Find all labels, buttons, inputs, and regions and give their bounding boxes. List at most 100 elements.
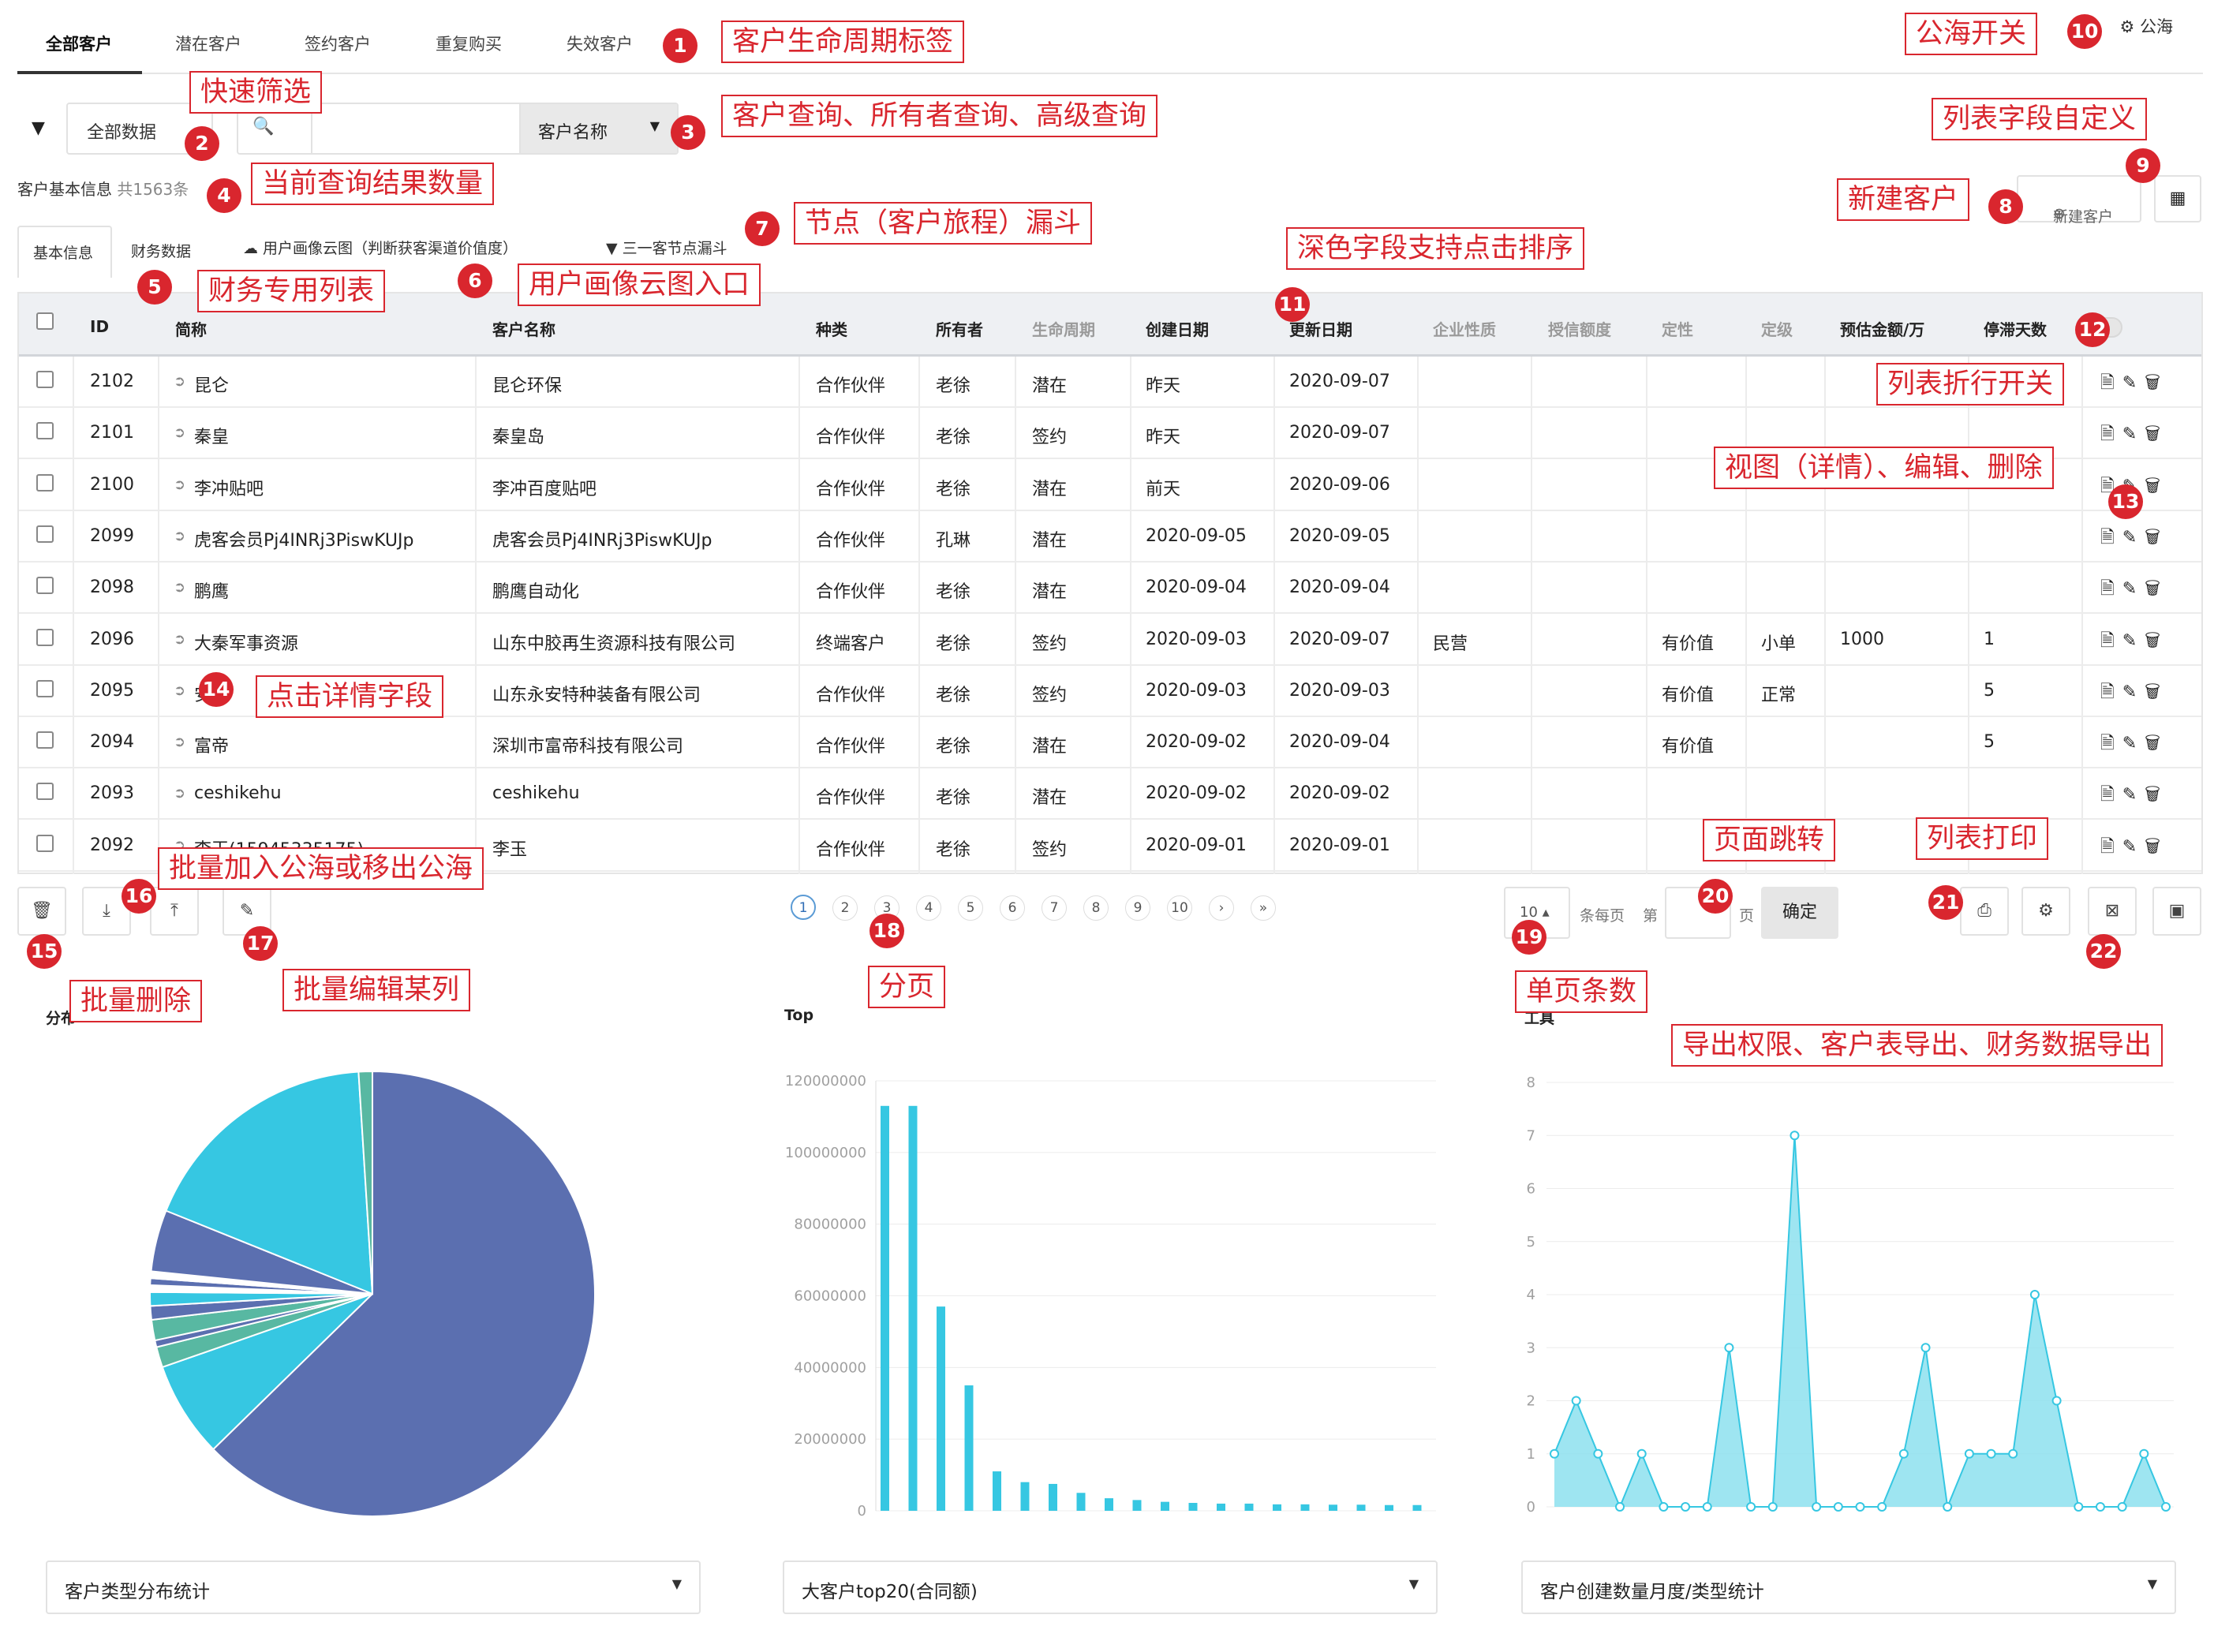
view-icon[interactable]: 🗎 [2100, 682, 2122, 702]
goto-page-input[interactable] [1665, 887, 1731, 939]
pencil-icon[interactable]: ✎ [2122, 785, 2145, 805]
tab-funnel[interactable]: ▼ 三一客节点漏斗 [606, 240, 727, 257]
page-link[interactable]: 8 [1083, 895, 1109, 921]
pencil-icon[interactable]: ✎ [2122, 424, 2145, 445]
pencil-icon[interactable]: ✎ [2122, 630, 2145, 651]
row-checkbox[interactable] [36, 679, 54, 697]
new-customer-button[interactable]: ⊕ 新建客户 [2017, 175, 2141, 226]
col-id[interactable]: ID [90, 317, 110, 336]
export-finance-button[interactable]: ▣ [2152, 887, 2201, 936]
col-stale-days[interactable]: 停滞天数 [1984, 320, 2047, 339]
page-link[interactable]: 9 [1125, 895, 1150, 921]
table-row[interactable]: 2101 秦皇 秦皇岛 合作伙伴 老徐 签约 昨天 2020-09-07 ➲ 🗎✎🗑 [19, 408, 2201, 460]
page-link[interactable]: 5 [958, 895, 983, 921]
row-checkbox[interactable] [36, 525, 54, 543]
view-icon[interactable]: 🗎 [2100, 579, 2122, 600]
cell-short-name[interactable]: ceshikehu [194, 783, 282, 804]
tab-signed[interactable]: 签约客户 [305, 35, 371, 54]
detail-link-icon[interactable]: ➲ [174, 579, 186, 596]
tab-basic-info[interactable] [17, 226, 112, 278]
cell-short-name[interactable]: 李冲贴吧 [194, 479, 264, 499]
row-checkbox[interactable] [36, 422, 54, 440]
tab-lost[interactable]: 失效客户 [567, 35, 633, 54]
page-link[interactable]: 10 [1167, 895, 1192, 921]
col-name[interactable]: 客户名称 [492, 320, 555, 339]
table-row[interactable]: 2093 ceshikehu ceshikehu 合作伙伴 老徐 潜在 2020-09-02… [19, 768, 2201, 820]
col-created[interactable]: 创建日期 [1146, 320, 1209, 339]
detail-link-icon[interactable]: ➲ [174, 373, 186, 390]
table-row[interactable]: 2094 富帝 深圳市富帝科技有限公司 合作伙伴 老徐 潜在 2020-09-02 2020-… [19, 717, 2201, 769]
trash-icon[interactable]: 🗑 [2145, 579, 2168, 600]
pencil-icon[interactable]: ✎ [2122, 682, 2145, 702]
bar-chart-select[interactable]: 大客户top20(合同额) ▼ [783, 1560, 1438, 1614]
tab-user-portrait[interactable]: ☁ 用户画像云图（判断获客渠道价值度） [243, 240, 518, 257]
cell-short-name[interactable]: 虎客会员Pj4INRj3PiswKUJp [194, 530, 414, 551]
detail-link-icon[interactable]: ➲ [174, 630, 186, 648]
batch-delete-button[interactable]: 🗑 [17, 887, 66, 936]
search-input[interactable] [311, 104, 518, 153]
line-chart-select[interactable]: 客户创建数量月度/类型统计 ▼ [1521, 1560, 2176, 1614]
row-checkbox[interactable] [36, 731, 54, 749]
col-updated[interactable]: 更新日期 [1289, 320, 1352, 339]
search-icon[interactable]: 🔍 [252, 117, 275, 136]
detail-link-icon[interactable]: ➲ [174, 527, 186, 544]
table-row[interactable]: 2096 大秦军事资源 山东中胶再生资源科技有限公司 终端客户 老徐 签约 2020-09-… [19, 615, 2201, 666]
search-field-select[interactable]: 客户名称 ▼ [519, 104, 677, 153]
sea-toggle[interactable]: ⚙ 公海 [2119, 14, 2173, 38]
table-row[interactable]: 2102 昆仑 昆仑环保 合作伙伴 老徐 潜在 昨天 2020-09-07 ➲ 🗎✎🗑 [19, 357, 2201, 408]
col-short-name[interactable]: 简称 [175, 320, 207, 339]
row-checkbox[interactable] [36, 473, 54, 491]
detail-link-icon[interactable]: ➲ [174, 734, 186, 751]
view-icon[interactable]: 🗎 [2100, 785, 2122, 805]
view-icon[interactable]: 🗎 [2100, 630, 2122, 651]
view-icon[interactable]: 🗎 [2100, 373, 2122, 393]
table-row[interactable]: 2098 鹏鹰 鹏鹰自动化 合作伙伴 老徐 潜在 2020-09-04 2020-09-04 ➲… [19, 563, 2201, 615]
pencil-icon[interactable]: ✎ [2122, 527, 2145, 548]
page-link[interactable]: » [1251, 895, 1276, 921]
table-row[interactable]: 2095安山东永安特种装备有限公司合作伙伴老徐签约2020-09-032020-… [19, 666, 2201, 717]
col-amount[interactable]: 预估金额/万 [1840, 320, 1925, 339]
col-kind[interactable]: 种类 [816, 320, 847, 339]
print-button[interactable]: ⎙ [1960, 887, 2009, 936]
pencil-icon[interactable]: ✎ [2122, 734, 2145, 754]
page-link[interactable]: 2 [832, 895, 858, 921]
pencil-icon[interactable]: ✎ [2122, 373, 2145, 393]
tab-finance[interactable]: 财务数据 [131, 243, 192, 260]
row-checkbox[interactable] [36, 577, 54, 595]
page-link[interactable]: 4 [916, 895, 941, 921]
page-link[interactable]: 6 [1000, 895, 1025, 921]
trash-icon[interactable]: 🗑 [2145, 836, 2168, 857]
row-checkbox[interactable] [36, 834, 54, 852]
row-checkbox[interactable] [36, 783, 54, 801]
select-all-checkbox[interactable] [36, 312, 54, 330]
export-settings-button[interactable]: ⚙ [2021, 887, 2070, 936]
cell-short-name[interactable]: 鹏鹰 [194, 582, 230, 603]
pencil-icon[interactable]: ✎ [2122, 836, 2145, 857]
pencil-icon[interactable]: ✎ [2122, 579, 2145, 600]
export-excel-button[interactable]: ⊠ [2088, 887, 2137, 936]
detail-link-icon[interactable]: ➲ [174, 476, 186, 493]
filter-icon[interactable]: ▼ [32, 118, 45, 138]
page-link[interactable]: 1 [791, 895, 816, 920]
column-settings-button[interactable]: ▦ [2154, 175, 2201, 222]
cell-short-name[interactable]: 昆仑 [194, 376, 230, 396]
view-icon[interactable]: 🗎 [2100, 734, 2122, 754]
detail-link-icon[interactable]: ➲ [174, 682, 186, 699]
cell-short-name[interactable]: 大秦军事资源 [194, 634, 299, 654]
quick-filter-select[interactable]: 全部数据 [66, 103, 213, 155]
detail-link-icon[interactable]: ➲ [174, 424, 186, 442]
detail-link-icon[interactable]: ➲ [174, 785, 186, 802]
goto-confirm-button[interactable]: 确定 [1761, 887, 1838, 939]
view-icon[interactable]: 🗎 [2100, 527, 2122, 548]
row-checkbox[interactable] [36, 371, 54, 388]
tab-potential[interactable]: 潜在客户 [175, 35, 241, 54]
trash-icon[interactable]: 🗑 [2145, 527, 2168, 548]
cell-short-name[interactable]: 秦皇 [194, 428, 230, 448]
view-icon[interactable]: 🗎 [2100, 836, 2122, 857]
cell-short-name[interactable]: 富帝 [194, 737, 230, 757]
view-icon[interactable]: 🗎 [2100, 424, 2122, 445]
tab-repeat[interactable]: 重复购买 [436, 35, 502, 54]
table-row[interactable]: 2092李玉(15945335175)李玉合作伙伴老徐签约2020-09-012… [19, 820, 2201, 872]
pie-chart-select[interactable]: 客户类型分布统计 ▼ [46, 1560, 701, 1614]
